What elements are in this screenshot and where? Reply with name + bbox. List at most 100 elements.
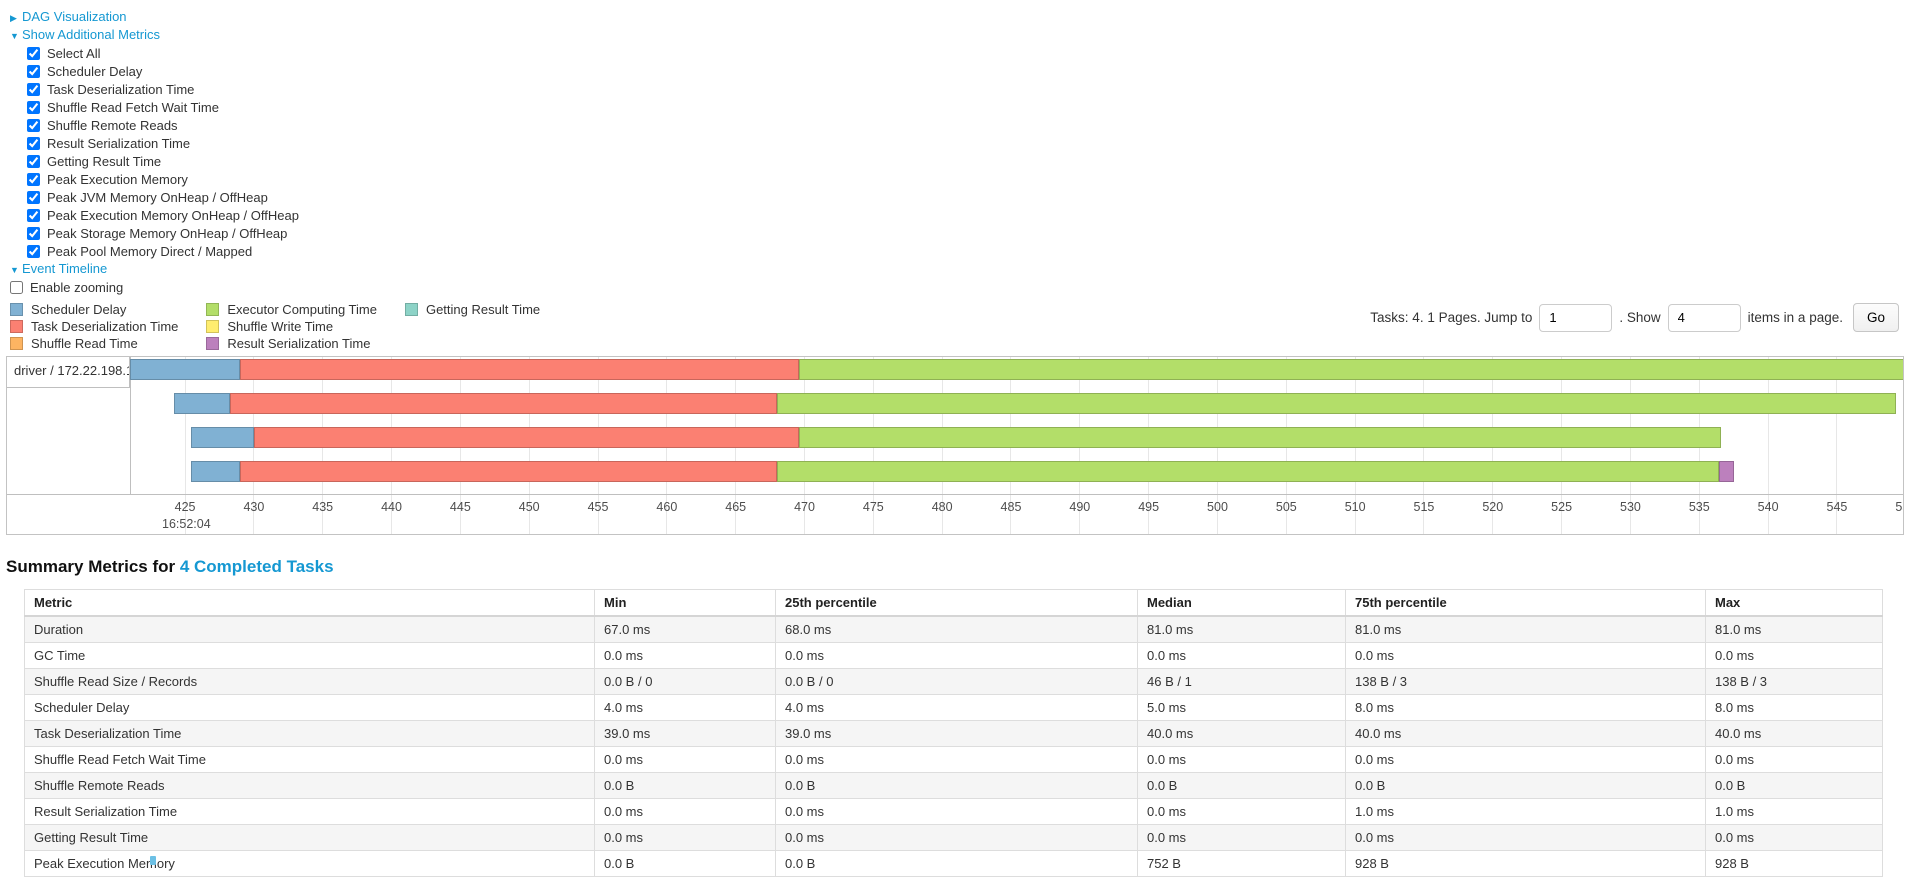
- metric-checkbox-shuffle-read-fetch-wait-time[interactable]: [27, 100, 40, 114]
- metric-list-item: Task Deserialization Time: [27, 80, 1907, 98]
- table-row-getting-result-time: Getting Result Time 0.0 ms 0.0 ms 0.0 ms 0.0…: [24, 824, 1883, 851]
- metric-value-cell: 46 B / 1: [1137, 668, 1346, 695]
- timeline-group-label: driver / 172.22.198.104: [7, 357, 130, 388]
- axis-tick-label: 435: [312, 500, 334, 514]
- timeline-header: Scheduler Delay Task Deserialization Time…: [10, 301, 1899, 352]
- metric-value-cell: 0.0 ms: [1705, 642, 1883, 669]
- metric-checkbox-peak-storage-memory-onheap-offheap[interactable]: [27, 226, 40, 240]
- task-bar-segment-scheduler_delay[interactable]: [190, 461, 241, 482]
- metric-list-item: Peak Execution Memory OnHeap / OffHeap: [27, 206, 1907, 224]
- task-bar-segment-scheduler_delay[interactable]: [190, 427, 254, 448]
- metric-checkbox-peak-pool-memory-direct-mapped[interactable]: [27, 244, 40, 258]
- metric-list-item: Peak Storage Memory OnHeap / OffHeap: [27, 224, 1907, 242]
- metric-checkbox-scheduler-delay[interactable]: [27, 64, 40, 78]
- go-button[interactable]: Go: [1852, 303, 1899, 332]
- metric-value-cell: 0.0 ms: [1705, 746, 1883, 773]
- metric-checkbox-label: Select All: [47, 45, 101, 61]
- task-bar-segment-result_serialization[interactable]: [1718, 461, 1734, 482]
- metric-value-cell: 40.0 ms: [1705, 720, 1883, 747]
- metric-checkbox-label: Peak Execution Memory: [47, 171, 188, 187]
- task-bar-segment-task_deserialization[interactable]: [230, 393, 777, 414]
- column-header-max: Max: [1705, 589, 1883, 617]
- metric-value-cell: 0.0 B: [594, 772, 776, 799]
- axis-tick-label: 465: [725, 500, 747, 514]
- metric-value-cell: 81.0 ms: [1137, 615, 1346, 643]
- task-bar-segment-executor_computing[interactable]: [799, 359, 1903, 380]
- task-bar-segment-executor_computing[interactable]: [776, 393, 1897, 414]
- metric-checkbox-label: Scheduler Delay: [47, 63, 143, 79]
- event-timeline-toggle[interactable]: ▼ Event Timeline: [10, 260, 1907, 278]
- metric-value-cell: 0.0 ms: [1345, 824, 1706, 851]
- metric-name-cell: Duration: [24, 615, 595, 643]
- enable-zooming-row: Enable zooming: [10, 278, 1907, 296]
- legend-item-shuffle_write: Shuffle Write Time: [206, 318, 377, 335]
- legend-label: Executor Computing Time: [227, 302, 377, 317]
- group-column-divider: [130, 357, 131, 494]
- legend-item-result_serialization: Result Serialization Time: [206, 335, 377, 352]
- metric-value-cell: 0.0 B / 0: [594, 668, 776, 695]
- column-header-75th-percentile: 75th percentile: [1345, 589, 1706, 617]
- stage-controls: ▶ DAG Visualization ▼ Show Additional Metr…: [0, 0, 1907, 296]
- metric-name-cell: Peak Execution Memory: [24, 850, 595, 877]
- metric-checkbox-shuffle-remote-reads[interactable]: [27, 118, 40, 132]
- metric-value-cell: 0.0 ms: [594, 798, 776, 825]
- metric-value-cell: 40.0 ms: [1345, 720, 1706, 747]
- axis-tick-label: 450: [518, 500, 540, 514]
- task-bar-segment-scheduler_delay[interactable]: [174, 393, 231, 414]
- metric-list-item: Peak Execution Memory: [27, 170, 1907, 188]
- metric-name-cell: Shuffle Read Fetch Wait Time: [24, 746, 595, 773]
- completed-tasks-link[interactable]: 4 Completed Tasks: [179, 557, 334, 576]
- legend-item-task_deserialization: Task Deserialization Time: [10, 318, 178, 335]
- legend-item-executor_computing: Executor Computing Time: [206, 301, 377, 318]
- metric-checkbox-peak-execution-memory[interactable]: [27, 172, 40, 186]
- metric-checkbox-getting-result-time[interactable]: [27, 154, 40, 168]
- metric-checkbox-label: Shuffle Remote Reads: [47, 117, 178, 133]
- dag-visualization-toggle[interactable]: ▶ DAG Visualization: [10, 8, 1907, 26]
- metric-name-cell: Task Deserialization Time: [24, 720, 595, 747]
- metric-list-item: Getting Result Time: [27, 152, 1907, 170]
- metric-checkbox-result-serialization-time[interactable]: [27, 136, 40, 150]
- enable-zooming-checkbox[interactable]: [10, 280, 23, 294]
- metric-checkbox-peak-execution-memory-onheap-offheap[interactable]: [27, 208, 40, 222]
- task-bar-segment-executor_computing[interactable]: [776, 461, 1719, 482]
- metric-checkbox-select-all[interactable]: [27, 46, 40, 60]
- metric-value-cell: 39.0 ms: [775, 720, 1138, 747]
- enable-zooming-label: Enable zooming: [30, 279, 124, 295]
- metric-value-cell: 0.0 B: [1345, 772, 1706, 799]
- metric-checkbox-peak-jvm-memory-onheap-offheap[interactable]: [27, 190, 40, 204]
- metric-value-cell: 0.0 ms: [594, 746, 776, 773]
- gridline: [185, 357, 186, 534]
- task-bar-segment-executor_computing[interactable]: [799, 427, 1722, 448]
- items-per-page-input[interactable]: [1667, 303, 1741, 332]
- axis-tick-label: 430: [243, 500, 265, 514]
- task-bar-segment-task_deserialization[interactable]: [253, 427, 799, 448]
- metric-value-cell: 0.0 B: [594, 850, 776, 877]
- jump-to-page-input[interactable]: [1539, 303, 1613, 332]
- legend-label: Scheduler Delay: [31, 302, 127, 317]
- metric-value-cell: 1.0 ms: [1345, 798, 1706, 825]
- metric-checkbox-task-deserialization-time[interactable]: [27, 82, 40, 96]
- metric-value-cell: 0.0 ms: [775, 642, 1138, 669]
- table-row-shuffle-remote-reads: Shuffle Remote Reads 0.0 B 0.0 B 0.0 B 0.0 B…: [24, 772, 1883, 799]
- axis-tick-label: 505: [1275, 500, 1297, 514]
- table-row-shuffle-read-size-records: Shuffle Read Size / Records 0.0 B / 0 0.0 …: [24, 668, 1883, 695]
- task-bar-segment-task_deserialization[interactable]: [240, 359, 799, 380]
- gridline: [1768, 357, 1769, 534]
- axis-tick-label: 460: [656, 500, 678, 514]
- metric-value-cell: 752 B: [1137, 850, 1346, 877]
- legend-swatch-icon: [10, 303, 23, 316]
- show-additional-metrics-toggle[interactable]: ▼ Show Additional Metrics: [10, 26, 1907, 44]
- axis-tick-label: 445: [449, 500, 471, 514]
- legend-swatch-icon: [206, 320, 220, 333]
- collapsed-arrow-icon: ▶: [10, 13, 17, 23]
- axis-tick-label: 475: [862, 500, 884, 514]
- metric-value-cell: 0.0 ms: [1137, 746, 1346, 773]
- axis-tick-label: 480: [931, 500, 953, 514]
- task-bar-segment-task_deserialization[interactable]: [240, 461, 777, 482]
- metric-value-cell: 0.0 ms: [1137, 798, 1346, 825]
- metric-list-item: Scheduler Delay: [27, 62, 1907, 80]
- task-bar-segment-scheduler_delay[interactable]: [130, 359, 241, 380]
- legend-label: Getting Result Time: [425, 302, 541, 317]
- metric-checkbox-label: Getting Result Time: [47, 153, 162, 169]
- table-row-gc-time: GC Time 0.0 ms 0.0 ms 0.0 ms 0.0 ms 0.0 ms: [24, 642, 1883, 669]
